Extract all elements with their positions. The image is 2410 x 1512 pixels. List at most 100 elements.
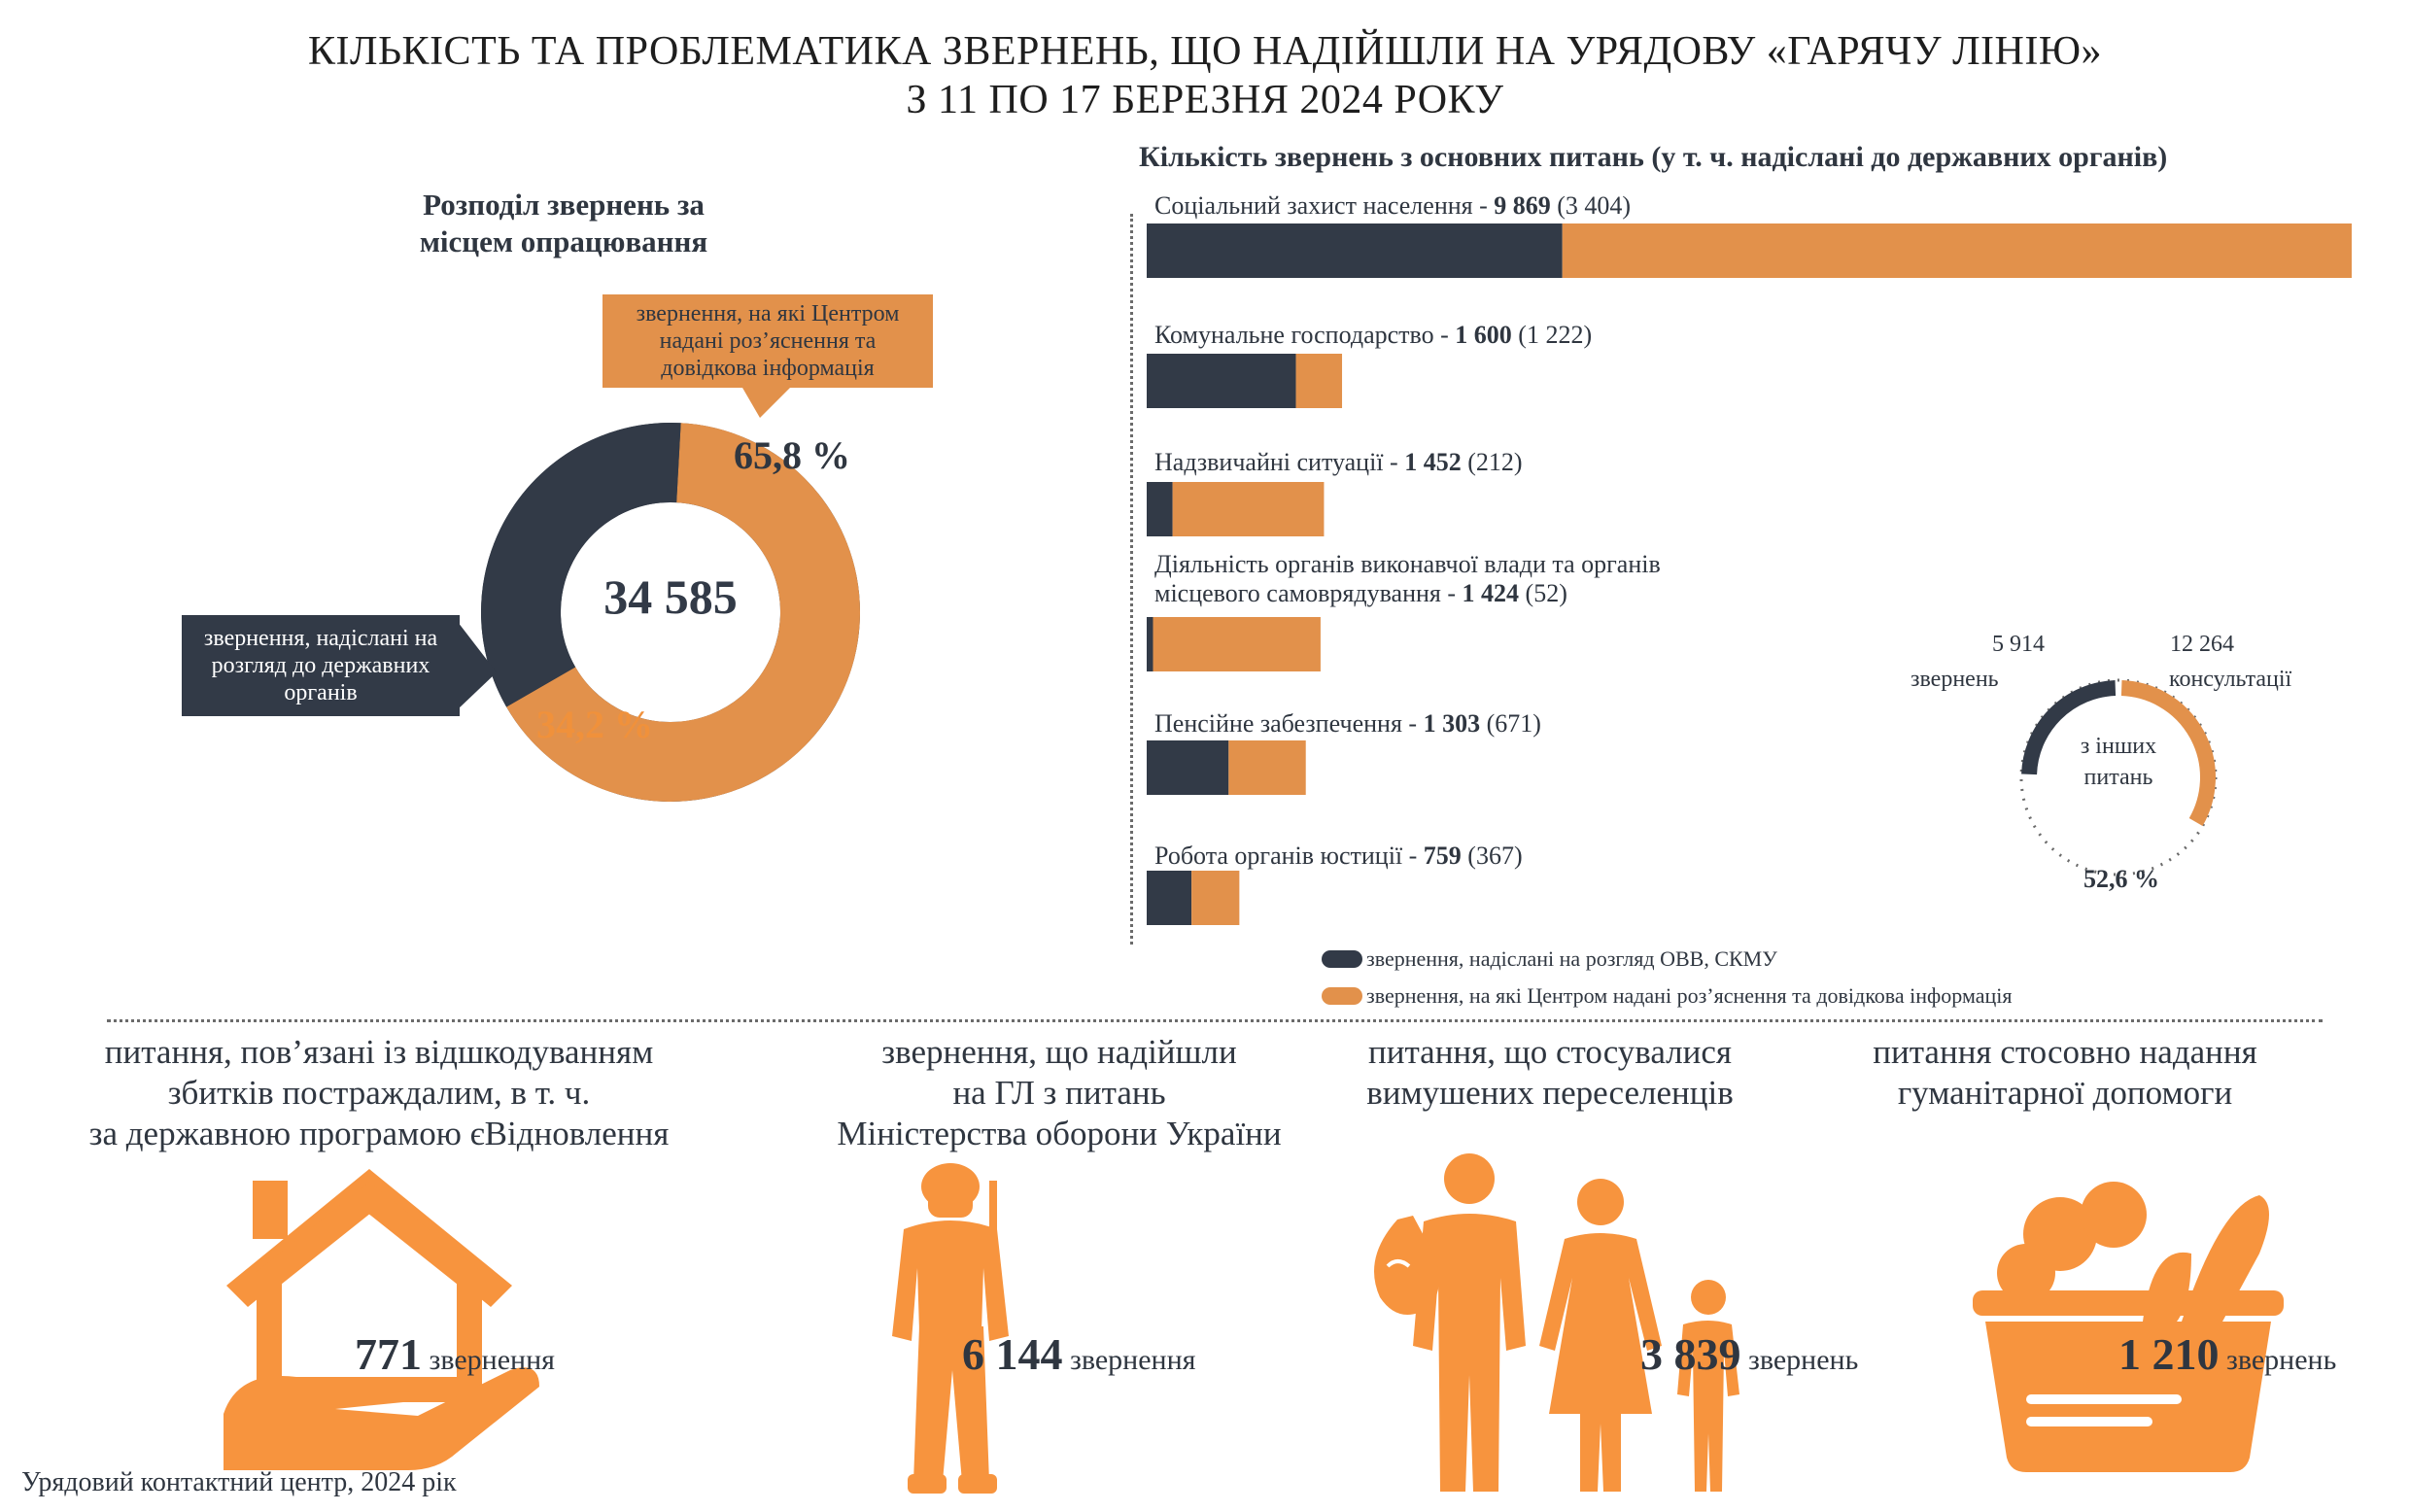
mini-donut-orange-arc	[2120, 680, 2216, 826]
bar-category-5: Робота органів юстиції -	[1154, 842, 1424, 870]
bar-orange-5	[1191, 871, 1240, 925]
legend-dark: звернення, надіслані на розгляд ОВВ, СКМ…	[1322, 946, 1777, 972]
topic-2-number: 6 144	[962, 1329, 1063, 1379]
bar-sent-0: (3 404)	[1550, 191, 1632, 220]
donut-dark-pct: 34,2 %	[536, 703, 653, 746]
bar-dark-4	[1147, 740, 1229, 795]
topic-3-line1: питання, що стосувалися	[1367, 1033, 1733, 1071]
topic-4-number: 1 210	[2118, 1329, 2220, 1379]
bar-sent-5: (367)	[1461, 842, 1523, 870]
legend-dark-swatch	[1322, 950, 1362, 968]
topic-3-unit: звернень	[1740, 1344, 1859, 1376]
mini-center-line1: з інших	[2080, 734, 2157, 759]
section-divider	[107, 1019, 2323, 1022]
legend-dark-label: звернення, надіслані на розгляд ОВВ, СКМ…	[1366, 946, 1777, 971]
donut-title-line2: місцем опрацювання	[419, 224, 708, 258]
house-in-hand-icon	[224, 1169, 539, 1470]
bar-total-3: 1 424	[1462, 579, 1520, 607]
topic-1-line1: питання, пов’язані із відшкодуванням	[104, 1033, 654, 1071]
topic-2-unit: звернення	[1062, 1344, 1196, 1376]
topic-1-unit: звернення	[422, 1344, 555, 1376]
food-basket-icon	[1973, 1182, 2284, 1472]
topic-1-line2: збитків постраждалим, в т. ч.	[167, 1074, 591, 1112]
bar-orange-1	[1295, 354, 1343, 408]
legend-orange-label: звернення, на які Центром надані роз’ясн…	[1366, 983, 2013, 1008]
bar-label-3: Діяльність органів виконавчої влади та о…	[1154, 550, 1661, 608]
donut-orange-pct: 65,8 %	[734, 433, 850, 477]
topic-4-line1: питання стосовно надання	[1873, 1033, 2257, 1071]
bar-orange-4	[1228, 740, 1306, 795]
bar-dark-1	[1147, 354, 1296, 408]
donut-dark-callout: звернення, надіслані на розгляд до держа…	[182, 615, 460, 716]
legend-orange: звернення, на які Центром надані роз’ясн…	[1322, 983, 2013, 1009]
donut-title-line1: Розподіл звернень за	[423, 188, 705, 222]
topic-1-count: 771 звернення	[355, 1328, 555, 1380]
topic-2-line3: Міністерства оборони України	[837, 1115, 1282, 1152]
bar-orange-3	[1153, 617, 1321, 671]
bar-category-3-line1: Діяльність органів виконавчої влади та о…	[1154, 550, 1661, 578]
other-topics-mini-donut	[2019, 678, 2218, 876]
dark-callout-pointer	[458, 622, 497, 709]
topic-4-unit: звернень	[2219, 1344, 2337, 1376]
bar-label-2: Надзвичайні ситуації - 1 452 (212)	[1154, 448, 1523, 477]
bar-dark-0	[1147, 223, 1563, 278]
soldier-icon	[892, 1163, 1009, 1494]
topic-2-line2: на ГЛ з питань	[952, 1074, 1166, 1112]
donut-slice-orange	[506, 423, 860, 802]
mini-left-value: 5 914	[1992, 632, 2045, 657]
topic-2-line1: звернення, що надійшли	[881, 1033, 1237, 1071]
mini-donut-dark-arc	[2021, 680, 2117, 775]
bar-total-5: 759	[1423, 842, 1462, 870]
bar-total-0: 9 869	[1494, 191, 1551, 220]
distribution-donut-chart	[481, 423, 860, 802]
bar-category-4: Пенсійне забезпечення -	[1154, 709, 1424, 738]
mini-right-value: 12 264	[2170, 632, 2234, 657]
bar-sent-1: (1 222)	[1511, 321, 1593, 349]
bar-sent-2: (212)	[1461, 448, 1523, 476]
mini-left-label: звернень	[1911, 667, 1999, 692]
bar-sent-3: (52)	[1519, 579, 1567, 607]
bar-label-1: Комунальне господарство - 1 600 (1 222)	[1154, 321, 1592, 350]
topic-1-number: 771	[355, 1329, 422, 1379]
topic-3-number: 3 839	[1640, 1329, 1741, 1379]
orange-callout-pointer	[739, 381, 797, 418]
bar-label-5: Робота органів юстиції - 759 (367)	[1154, 842, 1523, 871]
bars-axis-divider	[1130, 214, 1133, 945]
bar-dark-3	[1147, 617, 1153, 671]
topic-4-text: питання стосовно надання гуманітарної до…	[1832, 1032, 2298, 1114]
topic-4-count: 1 210 звернень	[2118, 1328, 2336, 1380]
bar-category-3: місцевого самоврядування -	[1154, 579, 1463, 607]
footer-source: Урядовий контактний центр, 2024 рік	[21, 1467, 457, 1497]
bar-category-2: Надзвичайні ситуації -	[1154, 448, 1405, 476]
mini-center-line2: питань	[2083, 765, 2153, 790]
donut-title: Розподіл звернень за місцем опрацювання	[321, 187, 807, 260]
bars-title: Кількість звернень з основних питань (у …	[1139, 141, 2168, 173]
bar-total-2: 1 452	[1404, 448, 1462, 476]
topics-bar-chart	[1147, 223, 2352, 925]
topic-2-count: 6 144 звернення	[962, 1328, 1195, 1380]
family-icon	[1374, 1153, 1739, 1492]
bar-label-4: Пенсійне забезпечення - 1 303 (671)	[1154, 709, 1541, 739]
topic-1-line3: за державною програмою єВідновлення	[88, 1115, 670, 1152]
topic-1-text: питання, пов’язані із відшкодуванням зби…	[39, 1032, 719, 1154]
legend-orange-swatch	[1322, 987, 1362, 1005]
topic-3-count: 3 839 звернень	[1640, 1328, 1858, 1380]
topic-2-text: звернення, що надійшли на ГЛ з питань Мі…	[719, 1032, 1399, 1154]
bar-sent-4: (671)	[1480, 709, 1541, 738]
bar-label-0: Соціальний захист населення - 9 869 (3 4…	[1154, 191, 1631, 221]
page-title-line1: КІЛЬКІСТЬ ТА ПРОБЛЕМАТИКА ЗВЕРНЕНЬ, ЩО Н…	[307, 29, 2103, 74]
bar-dark-5	[1147, 871, 1192, 925]
bar-dark-2	[1147, 482, 1173, 536]
donut-total: 34 585	[603, 569, 738, 624]
bar-total-1: 1 600	[1455, 321, 1512, 349]
mini-pct: 52,6 %	[2083, 865, 2159, 893]
bar-total-4: 1 303	[1423, 709, 1481, 738]
bar-category-0: Соціальний захист населення -	[1154, 191, 1495, 220]
topic-3-text: питання, що стосувалися вимушених пересе…	[1297, 1032, 1803, 1114]
mini-right-label: консультації	[2169, 667, 2292, 692]
topic-4-line2: гуманітарної допомоги	[1897, 1074, 2233, 1112]
topic-3-line2: вимушених переселенців	[1366, 1074, 1734, 1112]
bar-orange-0	[1562, 223, 2352, 278]
bar-orange-2	[1172, 482, 1325, 536]
page-title-line2: З 11 ПО 17 БЕРЕЗНЯ 2024 РОКУ	[906, 78, 1504, 122]
